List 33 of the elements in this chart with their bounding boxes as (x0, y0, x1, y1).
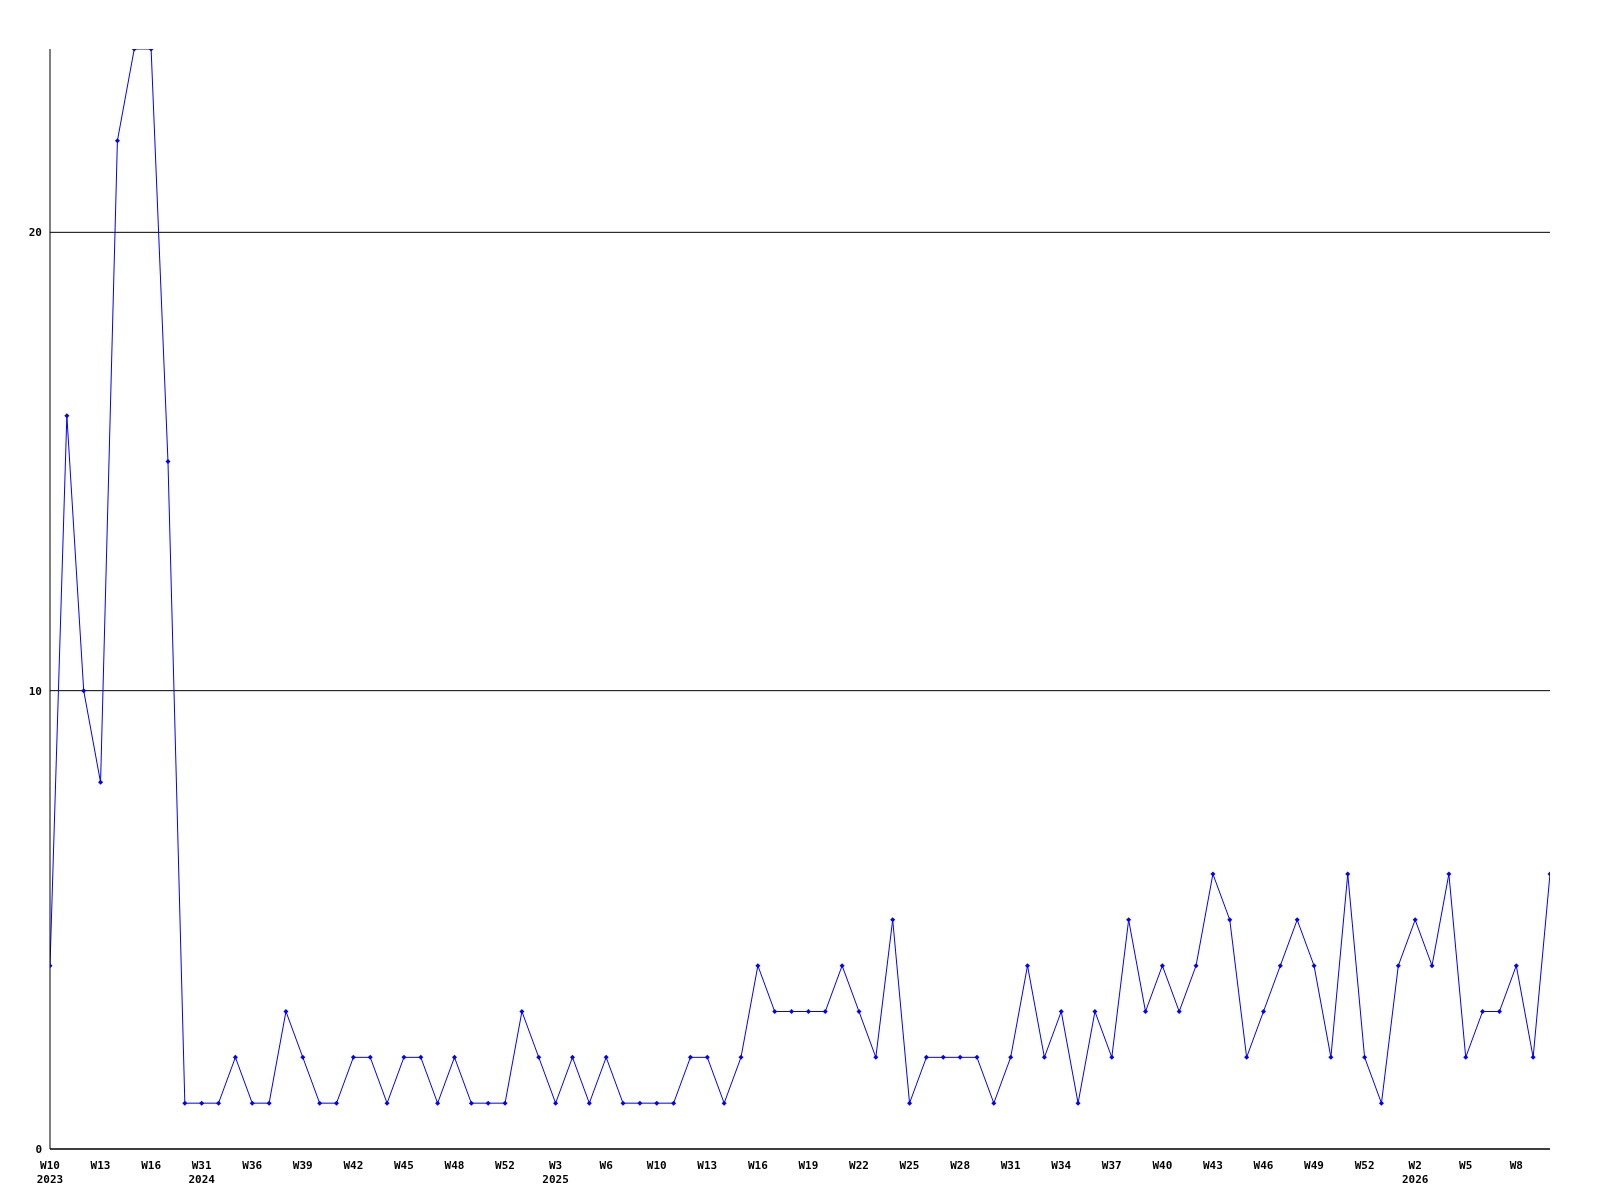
x-tick-label: W37 (1101, 1158, 1122, 1172)
y-tick-label: 20 (28, 226, 42, 240)
x-tick-label: W19 (798, 1158, 819, 1172)
x-tick-label: W6 (599, 1158, 614, 1172)
x-tick-label: W5 (1459, 1158, 1473, 1172)
x-tick-label: W22 (849, 1158, 869, 1172)
x-tick-label: W28 (950, 1158, 971, 1172)
x-tick-label: W3 2025 (542, 1158, 569, 1187)
x-tick-label: W49 (1304, 1158, 1324, 1172)
x-tick-label: W31 2024 (188, 1158, 216, 1187)
x-tick-label: W31 (1000, 1158, 1021, 1172)
x-tick-label: W10 2023 (36, 1158, 64, 1187)
x-tick-label: W36 (242, 1158, 263, 1172)
x-tick-label: W39 (292, 1158, 313, 1172)
x-tick-label: W2 2026 (1401, 1158, 1429, 1187)
x-tick-label: W48 (444, 1158, 465, 1172)
x-tick-label: W46 (1253, 1158, 1274, 1172)
x-tick-label: W10 (646, 1158, 667, 1172)
y-tick-label: 0 (35, 1142, 42, 1156)
x-tick-label: W43 (1202, 1158, 1223, 1172)
x-tick-label: W42 (343, 1158, 364, 1172)
x-tick-label: W34 (1051, 1158, 1072, 1172)
y-tick-label: 10 (28, 684, 42, 698)
x-tick-label: W52 (495, 1158, 515, 1172)
x-tick-label: W45 (394, 1158, 414, 1172)
x-tick-label: W25 (899, 1158, 920, 1172)
x-tick-label: W16 (141, 1158, 162, 1172)
x-tick-label: W16 (747, 1158, 769, 1172)
x-tick-label: W8 (1509, 1158, 1523, 1172)
x-tick-label: W52 (1354, 1158, 1375, 1172)
x-tick-label: W13 (90, 1158, 111, 1172)
x-tick-label: W13 (697, 1158, 718, 1172)
x-tick-label: W40 (1152, 1158, 1173, 1172)
